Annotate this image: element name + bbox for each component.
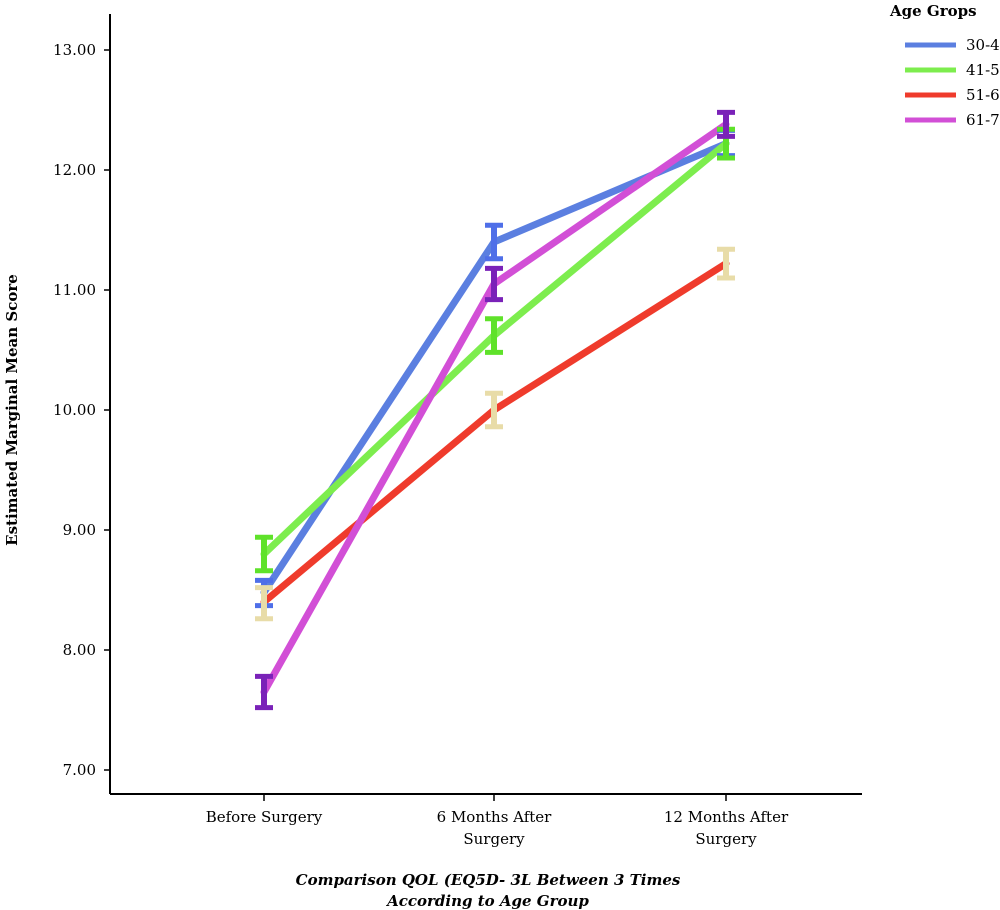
x-tick-label: 12 Months After Surgery	[664, 808, 789, 848]
axes	[109, 14, 862, 795]
y-tick-label: 9.00	[63, 521, 96, 539]
error-bar-51-60	[717, 246, 735, 281]
error-bar-61-70	[255, 673, 273, 711]
y-tick-label: 11.00	[53, 281, 96, 299]
y-tick-label: 10.00	[53, 401, 96, 419]
y-axis-title: Estimated Marginal Mean Score	[3, 274, 21, 546]
legend-label-30-40: 30-40	[966, 36, 1000, 54]
error-bar-41-50	[485, 316, 503, 355]
y-tick-label: 8.00	[63, 641, 96, 659]
error-bar-61-70	[485, 265, 503, 303]
x-axis-title: Comparison QOL (EQ5D- 3L Between 3 Times…	[296, 871, 681, 910]
legend-label-51-60: 51-60	[966, 86, 1000, 104]
legend-label-41-50: 41-50	[966, 61, 1000, 79]
x-tick-label: 6 Months After Surgery	[437, 808, 553, 848]
legend: Age Grops 30-40 41-50 51-60 61-70	[889, 2, 1000, 129]
series-line-51-60	[260, 260, 730, 606]
x-tick-label-line: Surgery	[463, 830, 525, 848]
error-bar-30-40	[485, 222, 503, 262]
error-bar-41-50	[255, 534, 273, 574]
x-tick-label-line: 12 Months After	[664, 808, 789, 826]
x-tick-label-line: 6 Months After	[437, 808, 553, 826]
y-tick-label: 13.00	[53, 41, 96, 59]
x-tick-label-line: Before Surgery	[206, 808, 323, 826]
y-tick-label: 7.00	[63, 761, 96, 779]
x-tick-label-line: Surgery	[695, 830, 757, 848]
error-bar-61-70	[717, 109, 735, 139]
legend-label-61-70: 61-70	[966, 111, 1000, 129]
x-tick-label: Before Surgery	[206, 808, 323, 826]
legend-title: Age Grops	[889, 2, 977, 20]
error-bar-51-60	[255, 585, 273, 622]
x-axis-title-line: According to Age Group	[385, 892, 589, 910]
error-bars	[255, 109, 735, 711]
y-axis-ticks: 7.00 8.00 9.00 10.00 11.00 12.00 13.00	[53, 41, 110, 779]
x-axis-title-line: Comparison QOL (EQ5D- 3L Between 3 Times	[296, 871, 681, 889]
series-line-30-40	[260, 140, 730, 596]
error-bar-51-60	[485, 390, 503, 430]
y-tick-label: 12.00	[53, 161, 96, 179]
